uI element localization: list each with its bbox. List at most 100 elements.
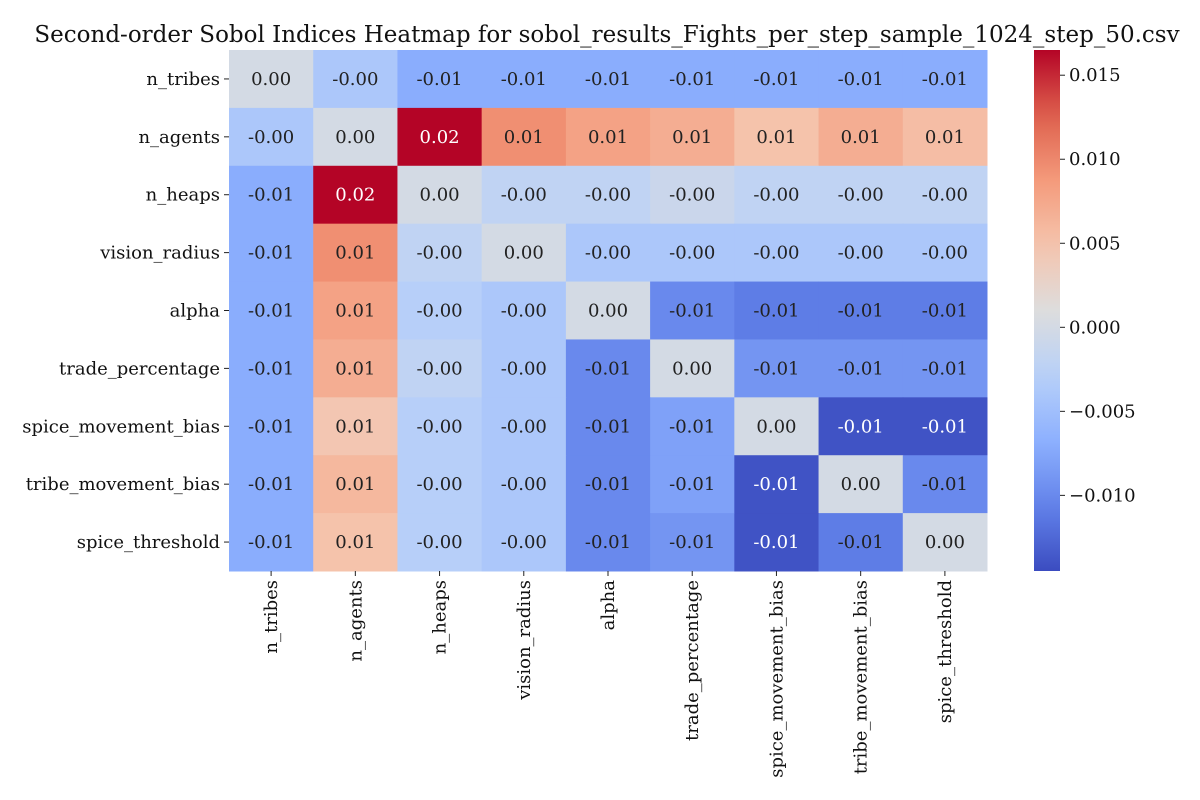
cell-value-label: -0.01 [669,69,715,90]
cell-value-label: -0.00 [501,185,547,206]
heatmap-cell [565,107,651,167]
cell-value-label: -0.01 [669,416,715,437]
cell-value-label: -0.01 [753,301,799,322]
cell-value-label: -0.01 [753,532,799,553]
heatmap-cell [565,339,651,398]
row-label: tribe_movement_bias [26,474,220,495]
heatmap-cell [565,50,651,109]
row-label: spice_movement_bias [22,416,220,437]
heatmap-cell [902,107,988,167]
cell-value-label: 0.01 [335,416,375,437]
cell-value-label: -0.00 [332,69,378,90]
heatmap-cell [565,223,651,283]
cell-value-label: 0.00 [420,185,460,206]
heatmap-cell [565,397,651,456]
colorbar-tick-label: −0.010 [1069,485,1136,506]
cell-value-label: -0.00 [416,474,462,495]
heatmap-cell [313,50,398,109]
cell-value-label: 0.01 [841,127,881,148]
heatmap-cell [397,455,483,514]
heatmap-cell [397,397,483,456]
heatmap-cell [734,165,820,225]
colorbar-ticks: 0.015 0.010 0.005 0.000 −0.005 −0.010 [1060,65,1136,506]
colorbar-tick-label: −0.005 [1069,401,1136,422]
cell-value-label: 0.01 [335,532,375,553]
column-label: spice_movement_bias [766,580,787,778]
heatmap-cell [818,455,904,514]
heatmap-cell [229,513,314,572]
cell-value-label: -0.00 [416,532,462,553]
cell-value-label: -0.01 [585,358,631,379]
cell-value-label: 0.01 [335,358,375,379]
column-label: n_agents [345,580,366,662]
cell-value-label: -0.01 [585,416,631,437]
heatmap-cell [229,107,314,167]
heatmap-cell [818,397,904,456]
cell-value-label: -0.01 [416,69,462,90]
heatmap-cell [565,513,651,572]
cell-value-label: 0.00 [841,474,881,495]
row-label: vision_radius [99,243,220,264]
heatmap-cell [313,107,398,167]
cell-value-label: -0.01 [838,301,884,322]
heatmap-cell [650,339,735,398]
column-label: tribe_movement_bias [851,580,872,774]
cell-value-label: -0.01 [838,358,884,379]
heatmap-cell [902,165,988,225]
cell-value-label: 0.00 [925,532,965,553]
heatmap-cell [397,50,483,109]
cell-value-label: -0.00 [416,243,462,264]
heatmap-cell [229,339,314,398]
heatmap-cell [229,50,314,109]
cell-value-label: -0.01 [669,474,715,495]
column-label: trade_percentage [682,580,703,741]
column-label: vision_radius [514,580,535,701]
colorbar-tick-label: 0.010 [1069,149,1121,170]
heatmap-cell [397,513,483,572]
heatmap-cell [734,107,820,167]
heatmap-cell [481,165,567,225]
heatmap-cell [902,455,988,514]
cell-value-label: -0.01 [838,416,884,437]
cell-value-label: 0.01 [925,127,965,148]
cell-value-label: -0.00 [501,301,547,322]
colorbar-tick-label: 0.005 [1069,233,1121,254]
heatmap-cell [902,339,988,398]
heatmap-cell [650,223,735,283]
column-tick-labels: n_tribes n_agents n_heaps vision_radius alph… [261,571,956,778]
heatmap-cell [565,165,651,225]
cell-value-label: 0.00 [504,243,544,264]
cell-value-label: -0.01 [248,185,294,206]
heatmap-cell [818,107,904,167]
heatmap-cell [902,50,988,109]
cell-value-label: 0.01 [335,474,375,495]
cell-value-label: -0.00 [501,358,547,379]
heatmap-cell [313,165,398,225]
heatmap-cell [650,513,735,572]
heatmap-cell [650,397,735,456]
cell-value-label: -0.00 [248,127,294,148]
heatmap-cell [313,397,398,456]
heatmap-cell [818,50,904,109]
cell-value-label: -0.00 [501,474,547,495]
heatmap-cell [565,455,651,514]
heatmap-cell [818,339,904,398]
heatmap-cell [650,50,735,109]
cell-value-label: -0.01 [753,69,799,90]
heatmap-cell [734,223,820,283]
cell-value-label: -0.01 [753,358,799,379]
cell-value-label: -0.01 [922,69,968,90]
cell-value-label: -0.01 [838,532,884,553]
heatmap-cell [818,513,904,572]
heatmap-cell [734,339,820,398]
cell-value-label: -0.00 [416,358,462,379]
cell-value-label: -0.01 [585,474,631,495]
row-label: spice_threshold [77,532,220,553]
heatmap-cell [229,281,314,340]
cell-value-label: -0.00 [922,185,968,206]
cell-value-label: -0.01 [922,358,968,379]
cell-value-label: 0.01 [335,243,375,264]
row-label: alpha [170,301,221,322]
cell-value-label: -0.00 [753,243,799,264]
cell-value-label: -0.01 [248,243,294,264]
